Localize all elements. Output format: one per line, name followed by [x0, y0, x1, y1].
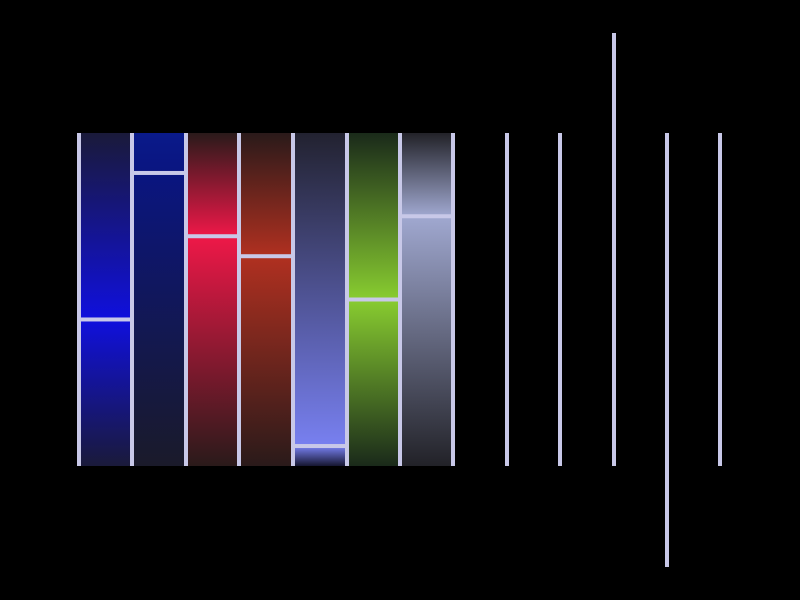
vertical-rule — [184, 133, 188, 466]
panels-layer — [79, 133, 454, 466]
panel-level-line-periwinkle — [293, 444, 347, 449]
panel-navy — [132, 133, 186, 466]
rule-top-extended — [612, 33, 616, 466]
panel-periwinkle — [293, 133, 347, 466]
vertical-rule — [345, 133, 349, 466]
vertical-rule — [505, 133, 509, 466]
vertical-rule — [77, 133, 81, 466]
vertical-rule — [558, 133, 562, 466]
panel-level-line-lime — [346, 297, 400, 302]
panel-crimson — [186, 133, 240, 466]
vertical-rule — [451, 133, 455, 466]
panel-slate — [400, 133, 454, 466]
vertical-rule — [398, 133, 402, 466]
panel-rust — [239, 133, 293, 466]
vertical-rule — [237, 133, 241, 466]
vertical-rule — [130, 133, 134, 466]
vertical-rule — [291, 133, 295, 466]
panel-level-line-blue — [79, 317, 133, 322]
panel-level-line-slate — [400, 214, 454, 219]
panel-level-line-rust — [239, 254, 293, 259]
rules-layer — [77, 33, 722, 567]
vertical-rule — [718, 133, 722, 466]
panel-level-line-crimson — [186, 234, 240, 239]
panel-blue — [79, 133, 133, 466]
rule-bottom-extended — [665, 133, 669, 567]
panel-level-line-navy — [132, 170, 186, 175]
